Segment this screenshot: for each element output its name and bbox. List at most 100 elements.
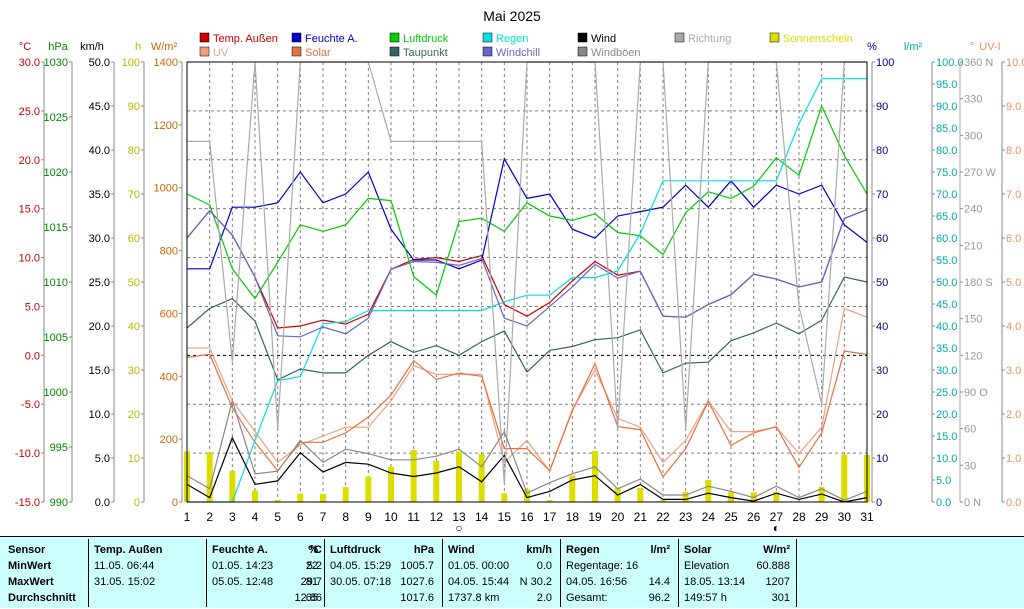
sunshine-bar bbox=[660, 500, 666, 502]
x-tick-label: 17 bbox=[543, 510, 557, 524]
series-line bbox=[186, 436, 868, 503]
axis-tick-label: -15.0 bbox=[15, 497, 40, 509]
axis-tick-label: 1000 bbox=[154, 183, 178, 195]
axis-tick-label: 0.0 bbox=[1006, 497, 1021, 509]
legend-swatch bbox=[482, 46, 493, 57]
sunshine-bar bbox=[478, 454, 485, 502]
axis-tick-label: 65.0 bbox=[936, 211, 957, 223]
min-date: Elevation bbox=[684, 560, 730, 572]
x-tick-label: 27 bbox=[770, 510, 784, 524]
sunshine-bar bbox=[773, 491, 780, 502]
legend-swatch bbox=[199, 46, 210, 57]
axis-tick-label: 1010 bbox=[44, 277, 68, 289]
series-line bbox=[187, 78, 867, 503]
axis-tick-label: 10 bbox=[876, 453, 888, 465]
max-value: N 30.2 bbox=[519, 576, 552, 588]
axis-tick-label: 5.0 bbox=[936, 475, 951, 487]
axis-tick-label: 35.0 bbox=[89, 189, 110, 201]
sunshine-bar bbox=[206, 452, 213, 502]
axis-tick-label: 25.0 bbox=[19, 106, 40, 118]
sunshine-bar bbox=[388, 466, 394, 502]
legend-label: Wind bbox=[591, 33, 616, 45]
chart-title: Mai 2025 bbox=[483, 8, 541, 24]
axis-tick-label: 5.0 bbox=[1006, 277, 1021, 289]
legend-label: Sonnenschein bbox=[783, 33, 853, 45]
legend-swatch bbox=[291, 46, 302, 57]
summary-table: Sensor MinWert MaxWert Durchschnitt Temp… bbox=[0, 536, 1024, 608]
axis-tick-label: 85.0 bbox=[936, 123, 957, 135]
sunshine-bar bbox=[252, 490, 258, 502]
axis-tick-label: 50 bbox=[876, 277, 888, 289]
sunshine-bar bbox=[320, 494, 326, 502]
x-tick-label: 3 bbox=[229, 510, 236, 524]
axis-tick-label: 20.0 bbox=[89, 321, 110, 333]
x-tick-label: 18 bbox=[566, 510, 580, 524]
x-tick-label: 20 bbox=[611, 510, 625, 524]
axis-tick-label: 2.0 bbox=[1006, 409, 1021, 421]
block-title: Temp. Außen bbox=[94, 544, 163, 556]
avg-note: 1737.8 km bbox=[448, 592, 500, 604]
min-value: 0.0 bbox=[536, 560, 552, 572]
axis-tick-label: 30.0 bbox=[19, 57, 40, 69]
x-tick-label: 7 bbox=[320, 510, 327, 524]
x-tick-label: 28 bbox=[792, 510, 806, 524]
axis-tick-label: 1025 bbox=[44, 112, 68, 124]
legend-label: Richtung bbox=[688, 33, 731, 45]
sunshine-bar bbox=[524, 489, 530, 502]
separator bbox=[678, 539, 679, 607]
legend-label: Windchill bbox=[496, 47, 540, 59]
avg-value: 65 bbox=[305, 592, 318, 604]
block-unit: hPa bbox=[413, 544, 434, 556]
legend-swatch bbox=[577, 32, 588, 43]
axis-title: hPa bbox=[48, 41, 68, 53]
axis-tick-label: 1005 bbox=[44, 332, 68, 344]
legend-label: Luftdruck bbox=[403, 33, 449, 45]
x-tick-label: 10 bbox=[384, 510, 398, 524]
axis-tick-label: 10 bbox=[128, 453, 140, 465]
axis-tick-label: 60 bbox=[876, 233, 888, 245]
min-value: 22 bbox=[305, 560, 318, 572]
axis-tick-label: 210 bbox=[964, 240, 982, 252]
axis-tick-label: 240 bbox=[964, 204, 982, 216]
axis-tick-label: 100.0 bbox=[936, 57, 964, 69]
axis-tick-label: 40.0 bbox=[89, 145, 110, 157]
min-date: 01.05. 14:23 bbox=[212, 560, 274, 572]
x-tick-label: 21 bbox=[634, 510, 648, 524]
axis-title: ° bbox=[970, 41, 974, 53]
axis-title: km/h bbox=[80, 41, 104, 53]
axis-tick-label: 9.0 bbox=[1006, 101, 1021, 113]
legend-swatch bbox=[199, 32, 210, 43]
block-unit: W/m² bbox=[763, 544, 790, 556]
block-unit: l/m² bbox=[650, 544, 670, 556]
axis-tick-label: 100 bbox=[876, 57, 894, 69]
series-line bbox=[186, 398, 868, 501]
max-value: 14.4 bbox=[648, 576, 670, 588]
x-tick-label: 23 bbox=[679, 510, 693, 524]
axis-tick-label: 990 bbox=[50, 497, 68, 509]
axis-tick-label: 1200 bbox=[154, 120, 178, 132]
axis-tick-label: 20 bbox=[128, 409, 140, 421]
axis-tick-label: 40.0 bbox=[936, 321, 957, 333]
axis-tick-label: 10.0 bbox=[936, 453, 957, 465]
weather-chart: Mai 2025 Temp. Außen UV Feuchte A. Solar Luf… bbox=[15, 8, 1024, 535]
separator bbox=[88, 539, 89, 607]
x-tick-label: 24 bbox=[702, 510, 716, 524]
axis-tick-label: 0 bbox=[172, 497, 178, 509]
axis-tick-label: 30 bbox=[964, 460, 976, 472]
axis-tick-label: 0 bbox=[134, 497, 140, 509]
axis-tick-label: -10.0 bbox=[15, 448, 40, 460]
axis-tick-label: 90 O bbox=[964, 387, 988, 399]
x-tick-label: 8 bbox=[342, 510, 349, 524]
sunshine-bar bbox=[433, 461, 440, 502]
axis-tick-label: 80.0 bbox=[936, 145, 957, 157]
sunshine-bar bbox=[342, 487, 349, 502]
axis-tick-label: 1020 bbox=[44, 167, 68, 179]
moon-phase-marker: ○ bbox=[455, 521, 462, 535]
legend-swatch bbox=[769, 32, 780, 43]
avg-value: 2.0 bbox=[536, 592, 552, 604]
summary-block-wind: Wind km/h 01.05. 00:00 0.0 04.05. 15:44 N 3… bbox=[448, 537, 552, 609]
axis-tick-label: 1400 bbox=[154, 57, 178, 69]
sunshine-bar bbox=[297, 493, 304, 502]
x-axis-ticks: 1 2 3 4 5 6 7 8 9 10 11 12 13 14 15 16 17 18 19 20 21 22 23 24 2… bbox=[184, 510, 874, 524]
min-value: 60.888 bbox=[756, 560, 790, 572]
